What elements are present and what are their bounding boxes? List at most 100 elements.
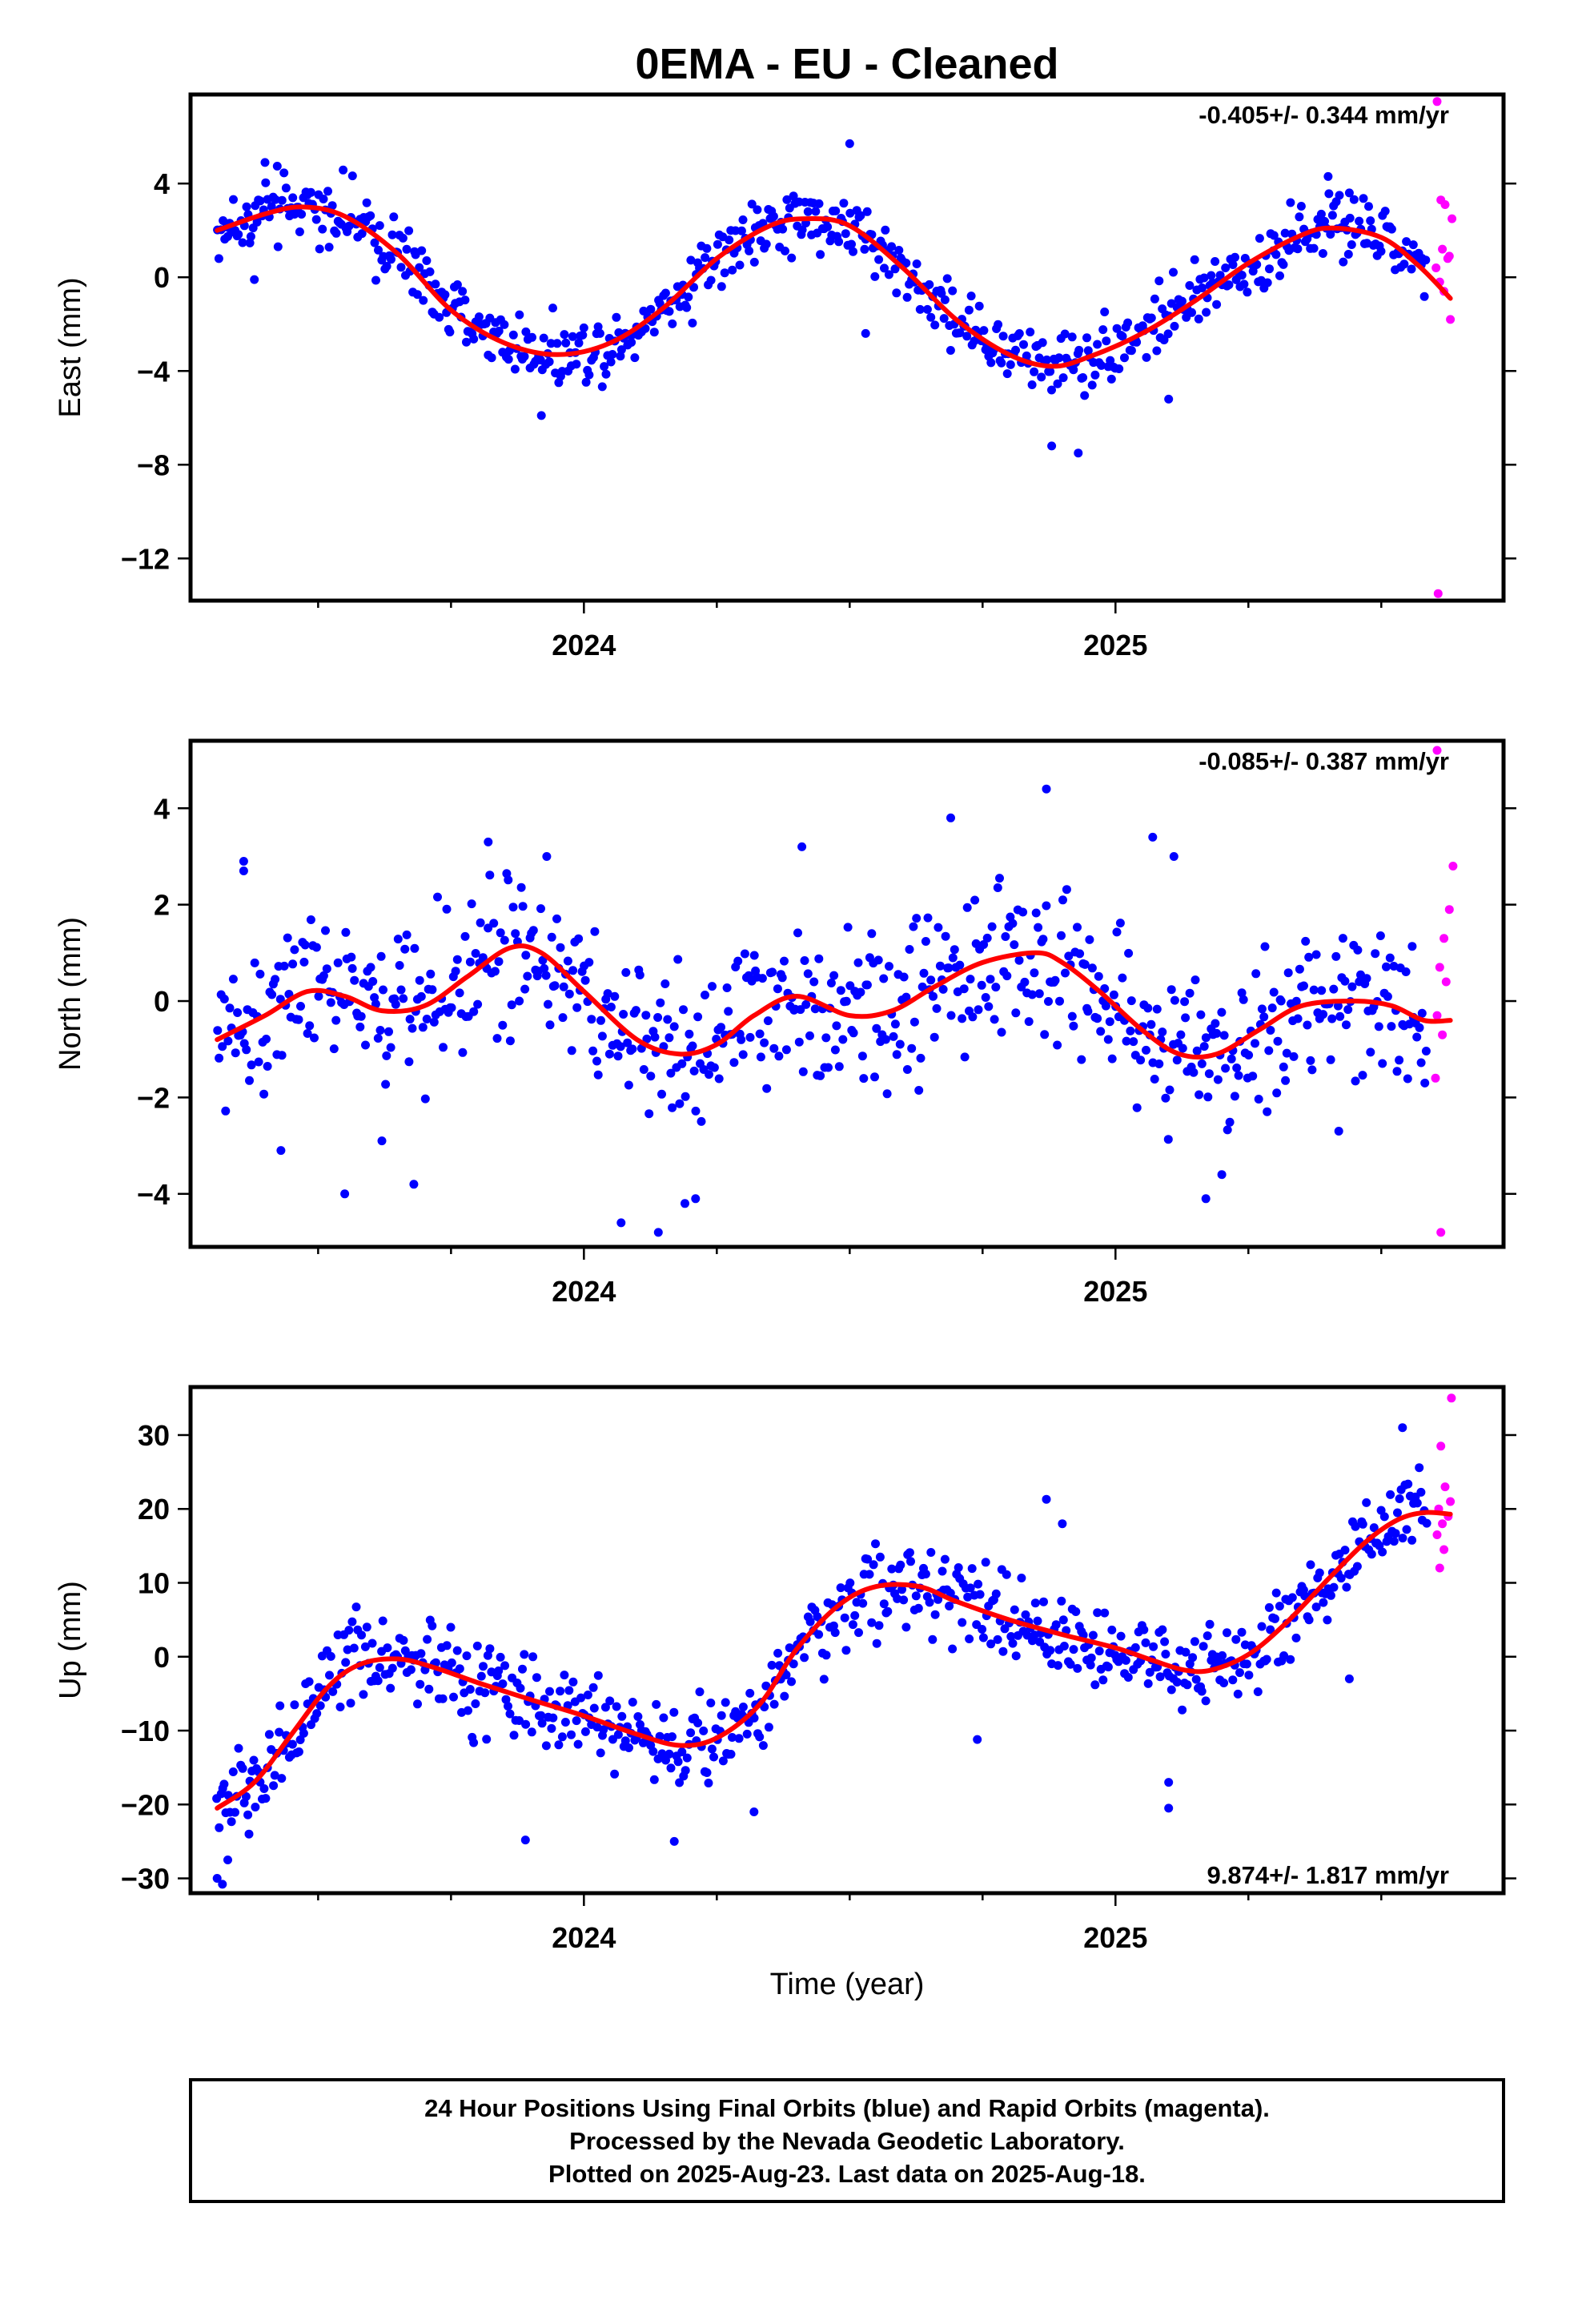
final-orbit-point [708,982,717,991]
final-orbit-point [1412,1498,1422,1508]
final-orbit-point [914,1086,924,1095]
final-orbit-point [1239,279,1249,289]
final-orbit-point [685,1029,694,1039]
final-orbit-point [1106,374,1116,384]
final-orbit-point [781,1671,791,1679]
final-orbit-point [1371,949,1380,959]
final-orbit-point [1083,1007,1093,1016]
final-orbit-point [879,1599,889,1609]
final-orbit-point [568,1677,578,1687]
final-orbit-point [1191,975,1200,985]
final-orbit-point [854,1628,863,1638]
final-orbit-point [612,312,621,322]
final-orbit-point [1329,984,1339,994]
final-orbit-point [1098,1675,1108,1685]
final-orbit-point [314,991,323,1001]
final-orbit-point [1019,340,1028,349]
final-orbit-point [1416,1487,1426,1497]
final-orbit-point [738,1703,748,1711]
y-tick-label: −10 [121,1715,170,1747]
final-orbit-point [1260,942,1270,951]
final-orbit-point [1344,188,1354,198]
final-orbit-point [970,895,980,905]
final-orbit-point [498,1020,508,1030]
final-orbit-point [718,1756,728,1766]
final-orbit-point [722,983,732,992]
final-orbit-point [304,1677,314,1687]
final-orbit-point [1121,1655,1130,1665]
final-orbit-point [977,980,986,990]
final-orbit-point [431,279,440,289]
final-orbit-point [492,1034,502,1043]
final-orbit-point [545,1020,555,1030]
final-orbit-point [1275,271,1284,280]
final-orbit-point [474,312,484,322]
final-orbit-point [255,196,265,206]
final-orbit-point [628,1698,637,1707]
final-orbit-point [238,238,247,247]
final-orbit-point [1378,1547,1387,1557]
final-orbit-point [251,1803,260,1811]
final-orbit-point [760,1038,769,1047]
final-orbit-point [536,1711,546,1720]
final-orbit-point [1100,1608,1110,1618]
final-orbit-point [264,1730,274,1739]
final-orbit-point [387,230,397,239]
final-orbit-point [272,162,282,171]
final-orbit-point [408,1023,417,1033]
final-orbit-point [277,1051,287,1060]
final-orbit-point [928,1634,938,1644]
final-orbit-point [981,993,990,1002]
final-orbit-point [982,933,992,943]
final-orbit-point [657,1749,667,1759]
final-orbit-point [1178,1705,1187,1715]
final-orbit-point [560,1718,570,1727]
final-orbit-point [905,945,914,954]
final-orbit-point [1326,230,1335,239]
final-orbit-point [588,1683,598,1692]
final-orbit-point [1272,1088,1282,1098]
final-orbit-point [1074,345,1084,355]
final-orbit-point [1010,1605,1019,1614]
final-orbit-point [1178,1043,1187,1053]
final-orbit-point [396,263,406,272]
final-orbit-point [1309,243,1319,253]
final-orbit-point [275,995,285,1004]
final-orbit-point [507,1000,516,1010]
rapid-orbit-point [1447,1393,1456,1403]
final-orbit-point [574,934,584,943]
final-orbit-point [340,1189,350,1199]
final-orbit-point [1190,1637,1199,1647]
final-orbit-point [1280,228,1290,238]
final-orbit-point [326,998,335,1007]
panel-up: Up (mm) 30 20 10 0 −10 −20 −30 2024 2025 9.874+/- … [54,1385,1516,1954]
final-orbit-point [215,1823,224,1832]
final-orbit-point [1014,329,1024,338]
final-orbit-point [482,1735,492,1744]
final-orbit-point [1395,1055,1404,1065]
final-orbit-point [1172,1055,1182,1065]
final-orbit-point [381,1080,391,1089]
final-orbit-point [331,228,341,238]
final-orbit-point [811,207,821,216]
final-orbit-point [297,210,307,219]
chart-title: 0EMA - EU - Cleaned [635,40,1058,88]
final-orbit-point [652,1699,661,1709]
final-orbit-point [912,259,921,268]
final-orbit-point [1271,250,1281,259]
final-orbit-point [816,1071,825,1080]
final-orbit-point [1392,1067,1402,1076]
final-orbit-point [962,332,972,341]
final-orbit-point [1164,1778,1174,1787]
final-orbit-point [945,1602,954,1610]
final-orbit-point [850,1610,860,1620]
final-orbit-point [324,243,334,252]
final-orbit-point [1010,940,1019,950]
final-orbit-point [1266,1026,1275,1035]
final-orbit-point [260,158,270,167]
final-orbit-point [528,926,538,935]
footer-line-2: Processed by the Nevada Geodetic Laborat… [569,2127,1125,2155]
final-orbit-point [445,328,455,337]
final-orbit-point [899,1595,909,1605]
final-orbit-point [1158,1027,1167,1037]
